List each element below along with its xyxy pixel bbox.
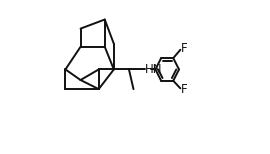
- Text: F: F: [181, 83, 188, 96]
- Text: HN: HN: [145, 63, 162, 76]
- Text: F: F: [181, 42, 188, 55]
